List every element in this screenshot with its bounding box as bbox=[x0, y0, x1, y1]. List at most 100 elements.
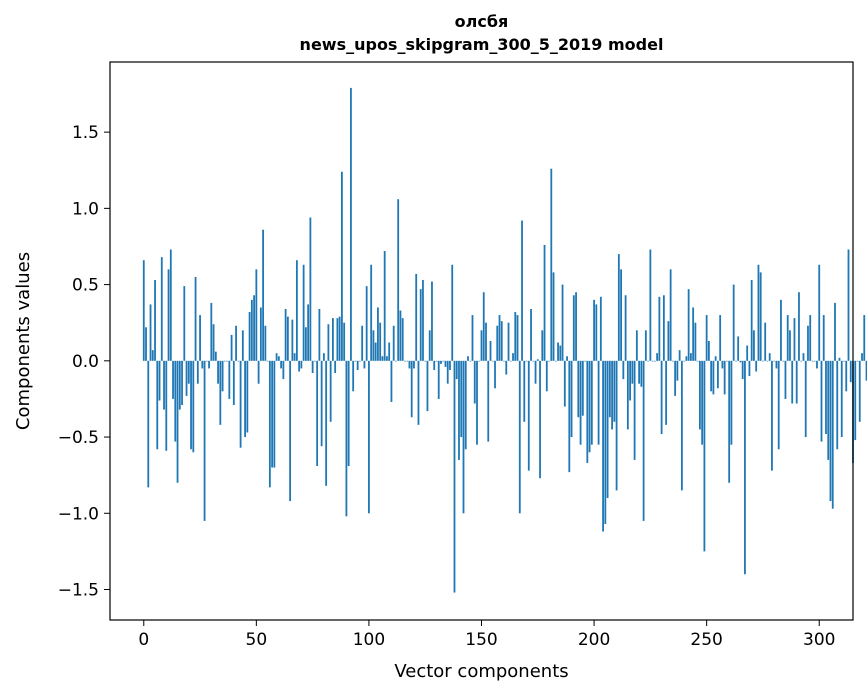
bar bbox=[644, 330, 647, 361]
bar bbox=[843, 360, 845, 362]
bar bbox=[491, 360, 494, 362]
bar bbox=[462, 360, 465, 514]
bar bbox=[320, 360, 323, 447]
bar bbox=[543, 244, 546, 361]
bar bbox=[509, 360, 512, 362]
bar bbox=[669, 269, 672, 361]
bar bbox=[413, 360, 415, 369]
bar bbox=[273, 360, 276, 468]
bar bbox=[692, 307, 695, 361]
bar bbox=[595, 304, 598, 361]
x-tick-label: 200 bbox=[578, 630, 610, 650]
bar bbox=[271, 360, 274, 468]
bar bbox=[347, 360, 350, 467]
bar bbox=[840, 360, 843, 438]
bar bbox=[530, 308, 532, 361]
y-axis-ticks: −1.5 −1.0 −0.5 0.0 0.5 1.0 1.5 bbox=[58, 123, 110, 601]
bar bbox=[395, 360, 397, 362]
bar bbox=[390, 360, 393, 402]
bar bbox=[437, 360, 440, 399]
bar bbox=[548, 360, 550, 362]
bar bbox=[383, 251, 386, 361]
bar bbox=[406, 360, 409, 362]
chart-title-line-1: олсбя bbox=[454, 12, 509, 31]
bar bbox=[861, 353, 863, 361]
bar bbox=[410, 360, 413, 418]
bar bbox=[370, 264, 373, 361]
bar bbox=[759, 272, 762, 361]
bar bbox=[156, 360, 159, 450]
bar bbox=[311, 360, 314, 374]
bar bbox=[771, 360, 773, 471]
bar bbox=[210, 302, 213, 361]
bar bbox=[239, 360, 242, 448]
bar bbox=[764, 322, 767, 361]
bar bbox=[433, 360, 436, 370]
bar bbox=[615, 360, 618, 491]
bar bbox=[545, 360, 548, 392]
bar bbox=[577, 360, 580, 418]
bar bbox=[374, 342, 377, 361]
bar bbox=[730, 360, 733, 445]
bar bbox=[471, 315, 474, 361]
bar bbox=[658, 296, 661, 361]
bar bbox=[557, 342, 559, 361]
bar bbox=[280, 360, 283, 369]
bar bbox=[498, 315, 501, 361]
bar bbox=[334, 360, 337, 374]
bar bbox=[460, 360, 463, 438]
bar bbox=[685, 356, 688, 361]
bar bbox=[230, 334, 233, 361]
x-tick-label: 0 bbox=[138, 630, 149, 650]
bar bbox=[368, 360, 370, 514]
bar bbox=[397, 199, 400, 361]
bar bbox=[834, 302, 836, 361]
bar bbox=[199, 315, 201, 361]
bar bbox=[435, 360, 438, 362]
bar bbox=[735, 360, 737, 362]
bar bbox=[241, 330, 244, 361]
bar bbox=[617, 254, 620, 361]
bar bbox=[201, 360, 204, 369]
bar bbox=[277, 356, 280, 361]
bar bbox=[494, 360, 496, 389]
bar bbox=[651, 360, 654, 362]
bar bbox=[485, 322, 487, 361]
bar bbox=[408, 360, 411, 369]
bar bbox=[386, 356, 388, 361]
bar bbox=[732, 284, 735, 361]
bar bbox=[505, 360, 508, 375]
bar bbox=[800, 360, 803, 362]
bar bbox=[775, 360, 778, 369]
bar bbox=[719, 315, 722, 361]
bar bbox=[237, 360, 240, 362]
bar bbox=[248, 312, 251, 361]
bar bbox=[626, 360, 629, 430]
bar bbox=[858, 360, 861, 422]
bar bbox=[518, 360, 521, 514]
bar bbox=[820, 360, 823, 442]
bar bbox=[212, 324, 215, 361]
bar bbox=[741, 360, 744, 380]
bar bbox=[845, 360, 848, 392]
bar bbox=[415, 273, 418, 361]
bar bbox=[196, 360, 199, 384]
bar bbox=[683, 360, 686, 362]
bar bbox=[482, 292, 485, 361]
bar bbox=[147, 360, 150, 488]
bar bbox=[223, 360, 226, 362]
bar bbox=[768, 353, 771, 361]
bar bbox=[676, 360, 679, 381]
bar bbox=[822, 315, 825, 361]
bar bbox=[304, 327, 307, 361]
bar bbox=[381, 356, 384, 361]
bar bbox=[703, 360, 706, 552]
bar bbox=[417, 360, 420, 425]
bar bbox=[379, 322, 382, 361]
bar bbox=[624, 295, 627, 361]
bar bbox=[575, 292, 577, 361]
bar bbox=[205, 360, 208, 362]
bar bbox=[629, 360, 631, 401]
bar bbox=[622, 360, 625, 380]
